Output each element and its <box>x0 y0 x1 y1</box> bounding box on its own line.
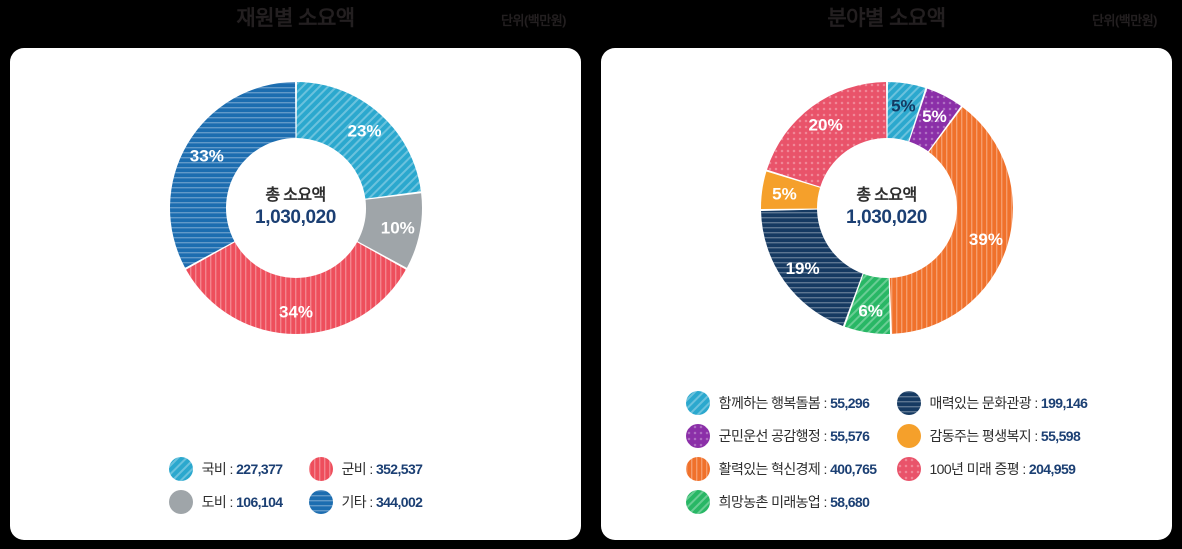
donut-slice[interactable] <box>766 82 886 187</box>
legend-item[interactable]: 국비 : 227,377 <box>168 457 283 481</box>
legend-item-label: 도비 : 106,104 <box>201 494 283 510</box>
legend-item-label: 군비 : 352,537 <box>341 461 423 477</box>
legend-item-label: 희망농촌 미래농업 : 58,680 <box>718 494 870 510</box>
donut-slice-percent-label: 34% <box>278 303 312 322</box>
legend-item-value: 400,765 <box>830 461 877 477</box>
panel-funding-header: 재원별 소요액 단위(백만원) <box>0 0 591 42</box>
legend-swatch-icon <box>308 457 333 481</box>
legend-item-value: 58,680 <box>830 494 870 510</box>
funding-legend: 국비 : 227,377 군비 : 352,537 도비 : 106,104 기타 :… <box>10 457 581 514</box>
legend-item[interactable]: 군민운선 공감행정 : 55,576 <box>685 424 877 448</box>
legend-item-label: 100년 미래 증평 : 204,959 <box>929 461 1076 477</box>
legend-item-label: 군민운선 공감행정 : 55,576 <box>718 428 870 444</box>
donut-slice-percent-label: 5% <box>772 184 797 203</box>
panel-funding-title: 재원별 소요액 <box>236 7 355 30</box>
donut-slice[interactable] <box>844 273 890 334</box>
panel-sector: 분야별 소요액 단위(백만원) 5% 5% 39% 6% 19% 5% 20% 총 소요액 … <box>591 0 1182 549</box>
donut-slice-percent-label: 33% <box>189 146 223 165</box>
legend-item-value: 227,377 <box>236 461 283 477</box>
donut-slice[interactable] <box>760 209 863 327</box>
legend-item[interactable]: 함께하는 행복돌봄 : 55,296 <box>685 391 877 415</box>
donut-slice-percent-label: 39% <box>968 230 1002 249</box>
sector-legend: 함께하는 행복돌봄 : 55,296 매력있는 문화관광 : 199,146 군민운… <box>601 391 1172 514</box>
legend-swatch-icon <box>685 490 710 514</box>
funding-donut-chart: 23% 10% 34% 33% 총 소요액 1,030,020 <box>169 82 422 334</box>
funding-donut-svg: 23% 10% 34% 33% <box>169 82 422 334</box>
sector-donut-wrap: 5% 5% 39% 6% 19% 5% 20% 총 소요액 1,030,020 <box>601 82 1172 362</box>
donut-slice[interactable] <box>357 193 422 268</box>
donut-slice[interactable] <box>169 82 295 268</box>
donut-slice[interactable] <box>908 88 961 152</box>
legend-item[interactable]: 도비 : 106,104 <box>168 490 283 514</box>
panel-funding-unit: 단위(백만원) <box>501 13 566 28</box>
legend-swatch-icon <box>685 391 710 415</box>
panel-funding: 재원별 소요액 단위(백만원) 23% 10% 34% 33% 총 소요액 1,030… <box>0 0 591 540</box>
donut-slice[interactable] <box>760 171 820 210</box>
legend-item-value: 55,598 <box>1040 428 1081 444</box>
legend-swatch-icon <box>685 457 710 481</box>
legend-item-value: 204,959 <box>1028 461 1076 477</box>
donut-slice-percent-label: 5% <box>922 107 947 126</box>
legend-item-label: 감동주는 평생복지 : 55,598 <box>929 428 1081 444</box>
legend-item[interactable]: 기타 : 344,002 <box>308 490 423 514</box>
legend-item-value: 344,002 <box>375 494 423 510</box>
legend-item-value: 55,576 <box>830 428 870 444</box>
legend-item-label: 국비 : 227,377 <box>201 461 283 477</box>
legend-item[interactable]: 희망농촌 미래농업 : 58,680 <box>685 490 877 514</box>
legend-item-value: 352,537 <box>375 461 423 477</box>
donut-slice[interactable] <box>296 82 421 199</box>
legend-item-label: 함께하는 행복돌봄 : 55,296 <box>718 395 870 411</box>
legend-swatch-icon <box>896 424 921 448</box>
donut-slice[interactable] <box>185 242 406 334</box>
donut-slice-percent-label: 5% <box>891 97 916 116</box>
legend-item-value: 106,104 <box>236 494 283 510</box>
legend-item[interactable]: 활력있는 혁신경제 : 400,765 <box>685 457 877 481</box>
legend-swatch-icon <box>896 457 921 481</box>
legend-swatch-icon <box>308 490 333 514</box>
funding-donut-wrap: 23% 10% 34% 33% 총 소요액 1,030,020 <box>10 82 581 362</box>
legend-item-label: 활력있는 혁신경제 : 400,765 <box>718 461 877 477</box>
legend-item-value: 55,296 <box>830 395 870 411</box>
donut-slice[interactable] <box>889 107 1013 334</box>
donut-slice-percent-label: 10% <box>380 218 414 237</box>
donut-slice-percent-label: 19% <box>785 259 819 278</box>
legend-swatch-icon <box>168 457 193 481</box>
sector-donut-svg: 5% 5% 39% 6% 19% 5% 20% <box>760 82 1013 334</box>
panel-funding-card: 23% 10% 34% 33% 총 소요액 1,030,020 국비 : 227,37… <box>10 48 581 540</box>
panel-sector-unit: 단위(백만원) <box>1092 13 1157 28</box>
legend-item-label: 기타 : 344,002 <box>341 494 423 510</box>
legend-item[interactable]: 군비 : 352,537 <box>308 457 423 481</box>
legend-item[interactable]: 100년 미래 증평 : 204,959 <box>896 457 1088 481</box>
legend-swatch-icon <box>168 490 193 514</box>
sector-donut-chart: 5% 5% 39% 6% 19% 5% 20% 총 소요액 1,030,020 <box>760 82 1013 334</box>
panel-sector-title: 분야별 소요액 <box>827 7 946 30</box>
legend-item[interactable]: 매력있는 문화관광 : 199,146 <box>896 391 1088 415</box>
donut-slice-percent-label: 20% <box>808 116 842 135</box>
legend-item[interactable]: 감동주는 평생복지 : 55,598 <box>896 424 1088 448</box>
donut-slice[interactable] <box>887 82 925 142</box>
legend-swatch-icon <box>896 391 921 415</box>
donut-slice-percent-label: 23% <box>347 121 381 140</box>
panel-sector-header: 분야별 소요액 단위(백만원) <box>591 0 1182 42</box>
legend-swatch-icon <box>685 424 710 448</box>
donut-slice-percent-label: 6% <box>858 301 883 320</box>
legend-item-value: 199,146 <box>1040 395 1088 411</box>
legend-item-label: 매력있는 문화관광 : 199,146 <box>929 395 1088 411</box>
panel-sector-card: 5% 5% 39% 6% 19% 5% 20% 총 소요액 1,030,020 함께하는 행… <box>601 48 1172 540</box>
